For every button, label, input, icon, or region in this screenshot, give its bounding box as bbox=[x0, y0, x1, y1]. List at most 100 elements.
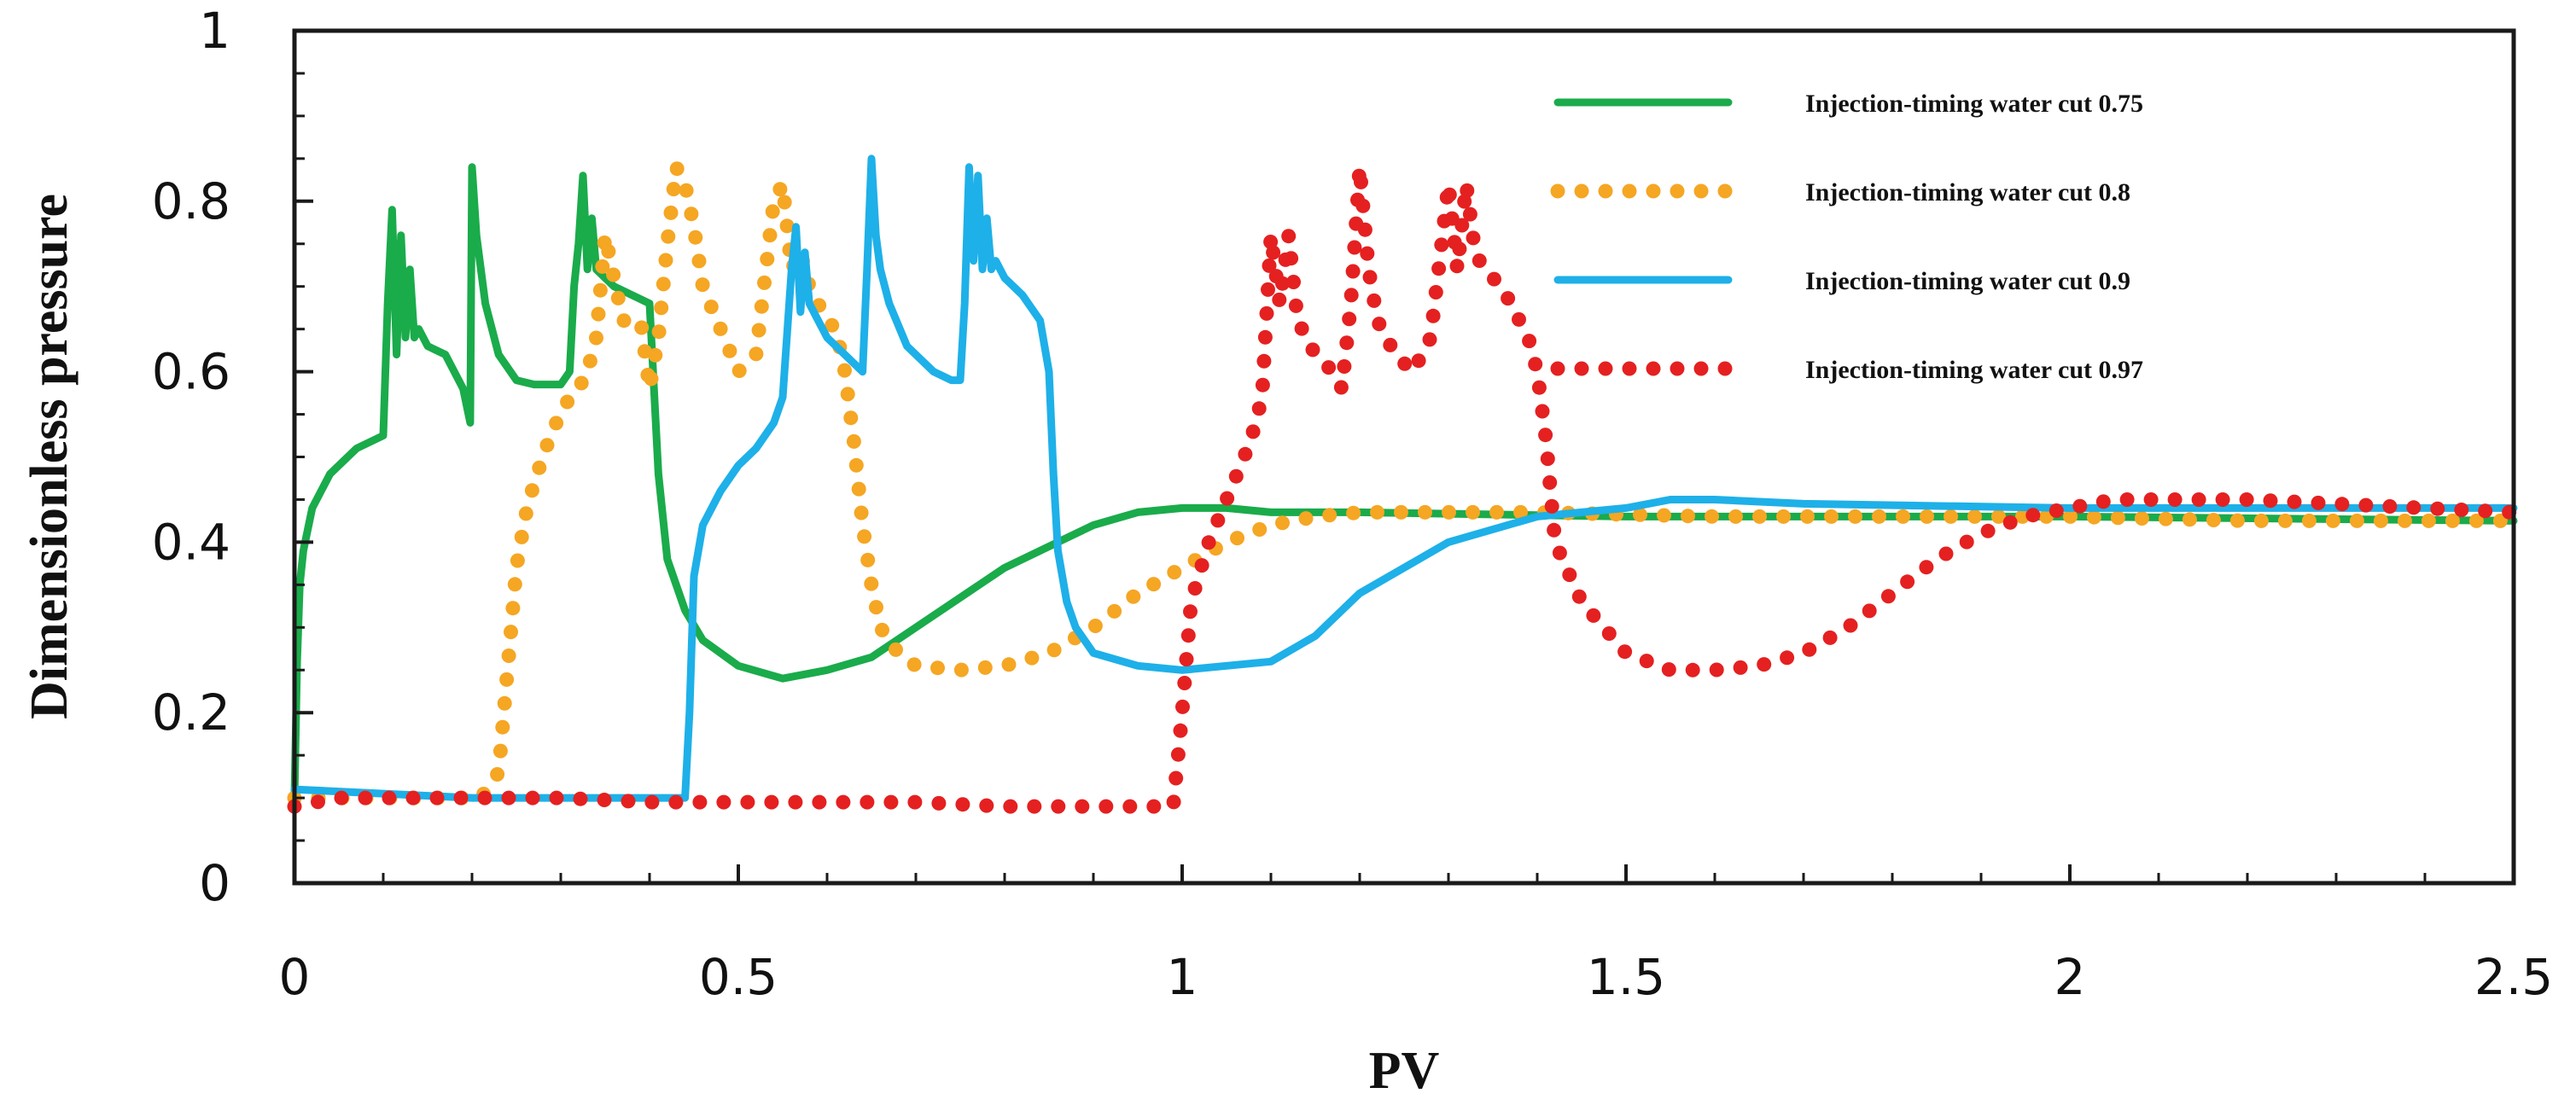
series-4-dot bbox=[1487, 271, 1501, 287]
series-4-dot bbox=[2287, 494, 2302, 509]
series-4-dot bbox=[1472, 253, 1487, 268]
series-2-dot bbox=[1776, 509, 1791, 524]
series-4-dot bbox=[1452, 241, 1467, 257]
series-2-dot bbox=[1252, 522, 1268, 537]
legend-dot bbox=[1646, 361, 1661, 376]
series-4-dot bbox=[1360, 246, 1375, 261]
y-tick-label: 0 bbox=[199, 854, 230, 912]
series-4-dot bbox=[1586, 608, 1601, 623]
series-2-dot bbox=[1146, 577, 1162, 592]
series-4-dot bbox=[836, 794, 851, 810]
series-4-dot bbox=[1342, 311, 1357, 327]
series-2-dot bbox=[518, 506, 533, 521]
legend-dot bbox=[1574, 361, 1589, 376]
series-2-dot bbox=[875, 622, 889, 637]
series-4-dot bbox=[1880, 589, 1896, 604]
legend-swatch-4 bbox=[1550, 361, 1733, 376]
x-tick-label: 2.5 bbox=[2474, 948, 2553, 1006]
series-4-dot bbox=[525, 790, 540, 805]
series-4-dot bbox=[1617, 644, 1633, 660]
series-2-dot bbox=[1967, 509, 1982, 524]
series-4-dot bbox=[1466, 230, 1481, 246]
series-4-dot bbox=[955, 797, 970, 812]
series-4-dot bbox=[812, 794, 827, 810]
series-2-dot bbox=[504, 625, 518, 640]
series-4-dot bbox=[2406, 500, 2422, 515]
series-2-dot bbox=[1230, 531, 1244, 546]
series-2-dot bbox=[510, 553, 525, 568]
series-2-dot bbox=[663, 205, 679, 220]
series-2-dot bbox=[1896, 509, 1910, 524]
series-4-dot bbox=[621, 794, 636, 809]
series-4-dot bbox=[1256, 353, 1272, 369]
series-4-dot bbox=[2454, 503, 2469, 517]
series-4-dot bbox=[1228, 468, 1244, 484]
series-2-dot bbox=[549, 416, 564, 431]
series-2-dot bbox=[1046, 643, 1062, 658]
series-4-dot bbox=[1442, 187, 1457, 202]
series-2-dot bbox=[953, 662, 969, 678]
series-4-dot bbox=[1275, 276, 1290, 291]
series-4-dot bbox=[1251, 401, 1267, 416]
series-2-dot bbox=[1442, 504, 1456, 520]
series-4-dot bbox=[1434, 237, 1449, 253]
series-4-dot bbox=[1284, 251, 1299, 266]
series-4-dot bbox=[1175, 699, 1190, 714]
series-4-dot bbox=[1538, 427, 1553, 443]
series-4-dot bbox=[1571, 589, 1587, 604]
series-4-dot bbox=[1210, 513, 1226, 528]
y-axis-title: Dimensionless pressure bbox=[20, 194, 79, 719]
series-4-dot bbox=[788, 794, 803, 810]
series-4-dot bbox=[716, 794, 731, 810]
series-2-dot bbox=[2253, 513, 2269, 528]
series-4-dot bbox=[1255, 377, 1270, 393]
plot-frame bbox=[292, 28, 2516, 886]
series-4-dot bbox=[1146, 799, 1162, 814]
series-4-dot bbox=[1286, 275, 1301, 289]
series-4-dot bbox=[764, 794, 779, 810]
series-4-dot bbox=[1257, 329, 1273, 345]
series-2-dot bbox=[857, 529, 872, 544]
series-4-dot bbox=[1347, 240, 1362, 255]
series-4-dot bbox=[1343, 288, 1359, 303]
series-4-dot bbox=[2025, 508, 2041, 523]
series-2-dot bbox=[2397, 513, 2412, 528]
series-4-dot bbox=[1428, 285, 1443, 300]
series-4-dot bbox=[1075, 799, 1090, 814]
x-tick-label: 0.5 bbox=[699, 948, 778, 1006]
series-4-dot bbox=[1601, 626, 1617, 641]
series-4-dot bbox=[1544, 498, 1559, 514]
axis-ticks: 0 0.5 1 1.5 2 2.5 0 0.2 0.4 0.6 0.8 1 bbox=[152, 2, 2553, 1006]
series-4-dot bbox=[2167, 492, 2183, 507]
series-4-dot bbox=[1238, 446, 1253, 462]
series-4-dot bbox=[1183, 604, 1198, 619]
series-4-dot bbox=[1462, 206, 1477, 222]
y-tick-label: 0.6 bbox=[152, 343, 230, 401]
series-4-dot bbox=[1661, 662, 1676, 678]
series-2-dot bbox=[499, 672, 515, 687]
series-4-dot bbox=[429, 790, 445, 805]
series-4-dot bbox=[597, 793, 612, 807]
series-2-dot bbox=[854, 505, 869, 521]
series-2-dot bbox=[1024, 650, 1040, 666]
series-4-dot bbox=[2072, 498, 2088, 514]
series-2-dot bbox=[1705, 509, 1719, 524]
series-2-dot bbox=[749, 346, 764, 362]
series-4-dot bbox=[501, 790, 516, 805]
series-4-dot bbox=[1027, 799, 1042, 814]
series-4-dot bbox=[1919, 560, 1934, 575]
series-4-dot bbox=[860, 794, 875, 810]
series-4-dot bbox=[740, 794, 755, 810]
series-2-dot bbox=[595, 259, 610, 274]
series-2-dot bbox=[1872, 509, 1886, 524]
series-2-dot bbox=[760, 252, 775, 267]
series-2-dot bbox=[889, 642, 903, 657]
series-4-dot bbox=[1321, 360, 1337, 375]
series-4-dot bbox=[1822, 630, 1838, 645]
legend: Injection-timing water cut 0.75 Injection… bbox=[1550, 90, 2143, 384]
series-2-dot bbox=[495, 719, 510, 735]
series-2-dot bbox=[1346, 505, 1361, 521]
x-tick-label: 2 bbox=[2054, 948, 2086, 1006]
series-2-dot bbox=[1298, 511, 1314, 526]
